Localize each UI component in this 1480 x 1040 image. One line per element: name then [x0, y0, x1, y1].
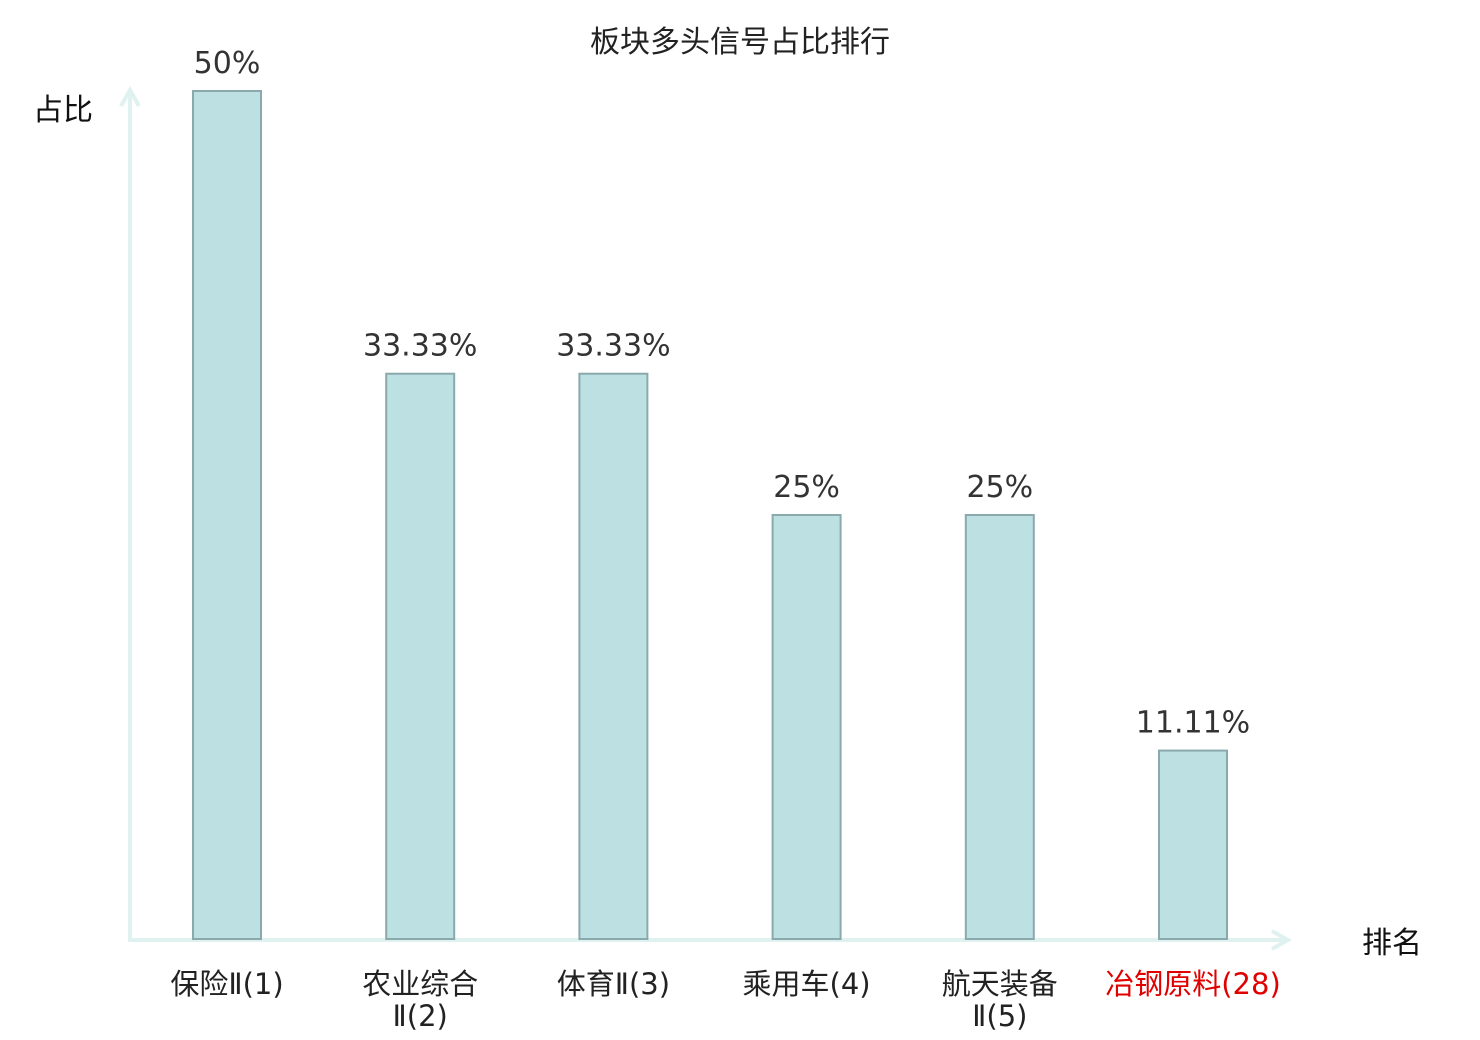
y-axis — [119, 85, 141, 940]
bars-layer — [192, 90, 1228, 940]
value-label-4: 25% — [773, 470, 840, 505]
category-label-line: 保险Ⅱ(1) — [170, 967, 283, 1001]
category-label-line: 乘用车(4) — [743, 967, 871, 1001]
value-labels-layer: 50% 33.33% 33.33% 25% 25% 11.11% — [194, 46, 1251, 741]
bar-1 — [192, 90, 262, 940]
chart-title: 板块多头信号占比排行 — [590, 25, 890, 60]
bar-4 — [771, 514, 842, 940]
category-labels-layer: 保险Ⅱ(1) 农业综合 Ⅱ(2) 体育Ⅱ(3) 乘用车(4) 航天装备 Ⅱ(5) 冶钢原料(2… — [170, 967, 1280, 1033]
bar-3 — [578, 372, 649, 940]
category-label-line: 体育Ⅱ(3) — [557, 967, 670, 1001]
category-label-line: 冶钢原料(28) — [1105, 967, 1281, 1001]
category-label-1: 保险Ⅱ(1) — [170, 967, 283, 1001]
bar-5 — [964, 514, 1035, 940]
value-label-1: 50% — [194, 46, 261, 81]
category-label-line: 航天装备 — [942, 967, 1058, 1001]
bar-2 — [385, 372, 456, 940]
value-label-2: 33.33% — [363, 329, 477, 364]
x-axis-label: 排名 — [1362, 926, 1422, 961]
category-label-line: Ⅱ(2) — [393, 999, 448, 1033]
category-label-4: 乘用车(4) — [743, 967, 871, 1001]
category-label-6: 冶钢原料(28) — [1105, 967, 1281, 1001]
category-label-line: Ⅱ(5) — [972, 999, 1027, 1033]
category-label-line: 农业综合 — [362, 967, 478, 1001]
x-axis — [128, 929, 1293, 951]
category-label-5: 航天装备 Ⅱ(5) — [942, 967, 1058, 1033]
y-axis-label: 占比 — [33, 93, 93, 128]
value-label-3: 33.33% — [556, 329, 670, 364]
bar-6 — [1158, 749, 1228, 940]
value-label-6: 11.11% — [1136, 706, 1250, 741]
value-label-5: 25% — [966, 470, 1033, 505]
category-label-2: 农业综合 Ⅱ(2) — [362, 967, 478, 1033]
category-label-3: 体育Ⅱ(3) — [557, 967, 670, 1001]
